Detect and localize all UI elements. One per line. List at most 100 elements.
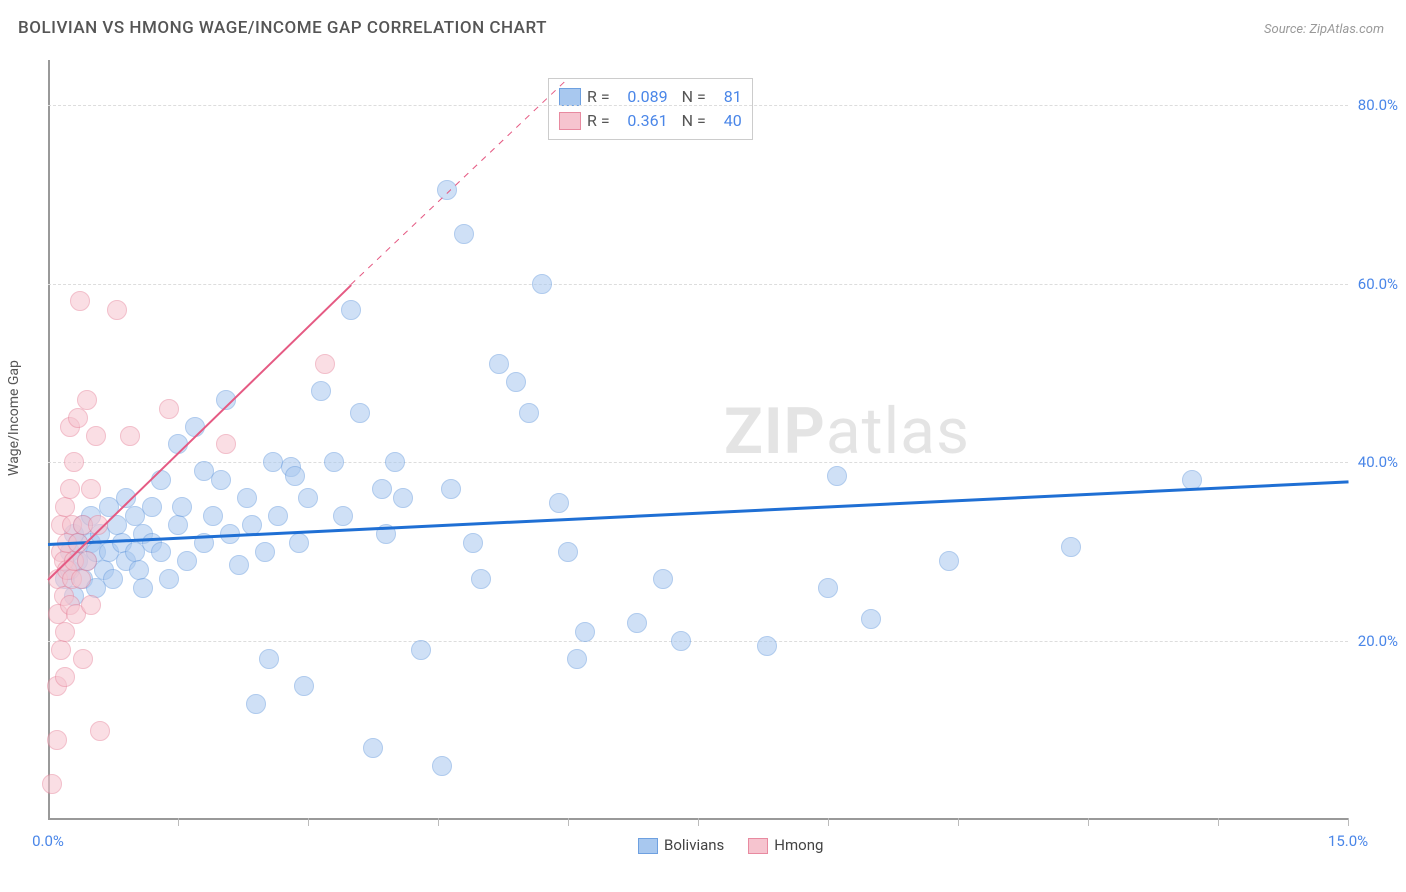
data-point <box>519 403 539 423</box>
data-point <box>151 542 171 562</box>
x-tick-mark <box>828 818 829 826</box>
data-point <box>68 408 88 428</box>
data-point <box>549 493 569 513</box>
data-point <box>159 569 179 589</box>
data-point <box>372 479 392 499</box>
data-point <box>168 515 188 535</box>
data-point <box>315 354 335 374</box>
data-point <box>133 578 153 598</box>
data-point <box>757 636 777 656</box>
data-point <box>47 730 67 750</box>
data-point <box>71 569 91 589</box>
data-point <box>177 551 197 571</box>
y-axis-line <box>48 60 50 820</box>
data-point <box>432 756 452 776</box>
data-point <box>311 381 331 401</box>
data-point <box>203 506 223 526</box>
y-tick-label: 80.0% <box>1358 96 1398 114</box>
data-point <box>55 622 75 642</box>
stats-row: R =0.361N =40 <box>559 109 742 133</box>
data-point <box>939 551 959 571</box>
y-tick-label: 40.0% <box>1358 453 1398 471</box>
data-point <box>64 452 84 472</box>
source-label: Source: ZipAtlas.com <box>1264 22 1384 37</box>
x-tick-mark <box>438 818 439 826</box>
data-point <box>77 551 97 571</box>
data-point <box>298 488 318 508</box>
data-point <box>411 640 431 660</box>
data-point <box>151 470 171 490</box>
series-legend: BoliviansHmong <box>638 836 823 854</box>
data-point <box>532 274 552 294</box>
data-point <box>385 452 405 472</box>
data-point <box>350 403 370 423</box>
data-point <box>289 533 309 553</box>
data-point <box>70 291 90 311</box>
data-point <box>454 224 474 244</box>
trend-line <box>351 78 568 285</box>
data-point <box>818 578 838 598</box>
data-point <box>627 613 647 633</box>
data-point <box>42 774 62 794</box>
x-tick-mark <box>958 818 959 826</box>
data-point <box>237 488 257 508</box>
stats-legend: R =0.089N =81R =0.361N =40 <box>548 78 753 140</box>
data-point <box>489 354 509 374</box>
data-point <box>60 479 80 499</box>
data-point <box>86 426 106 446</box>
data-point <box>81 595 101 615</box>
x-tick-label: 0.0% <box>32 832 64 850</box>
data-point <box>81 479 101 499</box>
plot-area: ZIPatlas R =0.089N =81R =0.361N =40 Boli… <box>48 60 1348 820</box>
data-point <box>77 390 97 410</box>
data-point <box>268 506 288 526</box>
x-tick-mark <box>178 818 179 826</box>
data-point <box>471 569 491 589</box>
data-point <box>255 542 275 562</box>
data-point <box>463 533 483 553</box>
data-point <box>653 569 673 589</box>
data-point <box>211 470 231 490</box>
data-point <box>363 738 383 758</box>
data-point <box>159 399 179 419</box>
data-point <box>341 300 361 320</box>
gridline <box>48 641 1348 642</box>
data-point <box>51 640 71 660</box>
data-point <box>216 434 236 454</box>
data-point <box>55 667 75 687</box>
data-point <box>827 466 847 486</box>
x-tick-mark <box>308 818 309 826</box>
data-point <box>333 506 353 526</box>
data-point <box>393 488 413 508</box>
data-point <box>246 694 266 714</box>
data-point <box>107 300 127 320</box>
x-tick-mark <box>1348 818 1349 826</box>
data-point <box>294 676 314 696</box>
y-tick-label: 20.0% <box>1358 632 1398 650</box>
data-point <box>1061 537 1081 557</box>
gridline <box>48 462 1348 463</box>
data-point <box>142 497 162 517</box>
x-tick-mark <box>1218 818 1219 826</box>
data-point <box>324 452 344 472</box>
x-tick-mark <box>568 818 569 826</box>
y-axis-label: Wage/Income Gap <box>6 360 22 476</box>
data-point <box>506 372 526 392</box>
data-point <box>90 721 110 741</box>
data-point <box>120 426 140 446</box>
data-point <box>259 649 279 669</box>
data-point <box>671 631 691 651</box>
watermark: ZIPatlas <box>724 394 970 469</box>
gridline <box>48 105 1348 106</box>
data-point <box>567 649 587 669</box>
x-tick-mark <box>1088 818 1089 826</box>
y-tick-label: 60.0% <box>1358 275 1398 293</box>
legend-item: Bolivians <box>638 836 724 854</box>
x-tick-label: 15.0% <box>1328 832 1368 850</box>
data-point <box>103 569 123 589</box>
data-point <box>172 497 192 517</box>
data-point <box>437 180 457 200</box>
data-point <box>129 560 149 580</box>
chart-title: BOLIVIAN VS HMONG WAGE/INCOME GAP CORREL… <box>18 18 547 38</box>
gridline <box>48 284 1348 285</box>
